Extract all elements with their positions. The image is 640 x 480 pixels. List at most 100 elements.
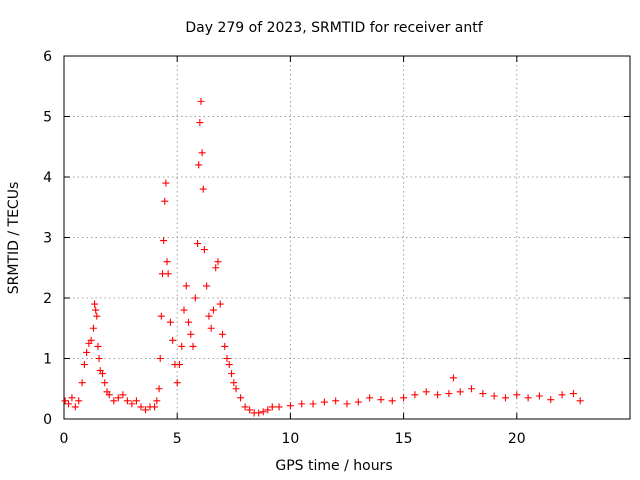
data-point (65, 400, 73, 408)
x-tick-label: 20 (508, 431, 526, 447)
data-point (95, 355, 103, 362)
data-point (286, 402, 294, 410)
chart-title: Day 279 of 2023, SRMTID for receiver ant… (185, 20, 483, 36)
data-point (187, 330, 195, 338)
data-point (320, 398, 328, 406)
data-point (228, 370, 236, 378)
data-point (449, 374, 457, 382)
data-point (197, 97, 205, 105)
data-point (259, 408, 267, 416)
data-point (173, 379, 181, 387)
data-point (388, 397, 396, 405)
data-point (156, 355, 164, 362)
data-point (230, 379, 238, 387)
data-point (207, 324, 215, 332)
data-point (123, 397, 131, 405)
data-point (151, 403, 159, 411)
data-point (434, 391, 442, 399)
data-point (343, 400, 351, 408)
data-point (377, 396, 385, 404)
data-point (182, 282, 190, 290)
grid (64, 56, 630, 419)
y-tick-labels: 0 1 2 3 4 5 6 (43, 49, 52, 428)
data-point (198, 149, 206, 157)
data-point (255, 409, 263, 417)
data-point (203, 282, 211, 290)
x-tick-label: 5 (173, 431, 182, 447)
data-point (132, 397, 140, 405)
data-point (92, 306, 100, 314)
data-point (576, 397, 584, 405)
data-point (194, 240, 202, 248)
data-point (155, 385, 163, 393)
x-tick-labels: 0 5 10 15 20 (60, 431, 526, 447)
data-point (189, 342, 197, 350)
data-point (445, 390, 453, 398)
data-point (200, 246, 208, 254)
x-tick-label: 0 (60, 431, 69, 447)
data-point (94, 342, 102, 350)
data-point (366, 394, 374, 402)
data-point (246, 406, 254, 414)
data-point (513, 391, 521, 399)
data-point (61, 397, 69, 405)
data-point (80, 361, 88, 369)
x-axis-label: GPS time / hours (275, 458, 392, 474)
data-point (166, 318, 174, 326)
y-tick-label: 0 (43, 412, 52, 428)
data-point (162, 179, 170, 187)
data-point (199, 185, 207, 193)
data-point (501, 394, 509, 402)
y-tick-label: 5 (43, 110, 52, 126)
data-point (175, 361, 183, 369)
data-point (185, 318, 193, 326)
data-point (216, 300, 224, 308)
data-point (160, 237, 168, 245)
data-point (195, 161, 203, 169)
x-tick-label: 15 (395, 431, 413, 447)
x-tick-label: 10 (281, 431, 299, 447)
data-point (212, 264, 220, 272)
data-point (157, 312, 165, 320)
data-point (268, 403, 276, 411)
data-point (169, 336, 177, 344)
data-point (128, 400, 136, 408)
axis-ticks (63, 55, 630, 420)
data-points (61, 97, 584, 417)
data-point (93, 312, 101, 320)
data-point (569, 390, 577, 398)
data-point (91, 300, 99, 308)
data-point (237, 394, 245, 402)
data-point (241, 403, 249, 411)
data-point (205, 312, 213, 320)
data-point (422, 388, 430, 396)
data-point (163, 258, 171, 266)
data-point (164, 270, 172, 278)
y-tick-label: 4 (43, 170, 52, 186)
data-point (218, 330, 226, 338)
data-point (75, 397, 83, 405)
data-point (89, 324, 97, 332)
data-point (78, 379, 86, 387)
data-point (456, 388, 464, 396)
data-point (137, 403, 145, 411)
data-point (535, 392, 543, 400)
y-tick-label: 3 (43, 231, 52, 247)
data-point (214, 258, 222, 266)
plot-frame (63, 55, 631, 420)
data-point (101, 379, 109, 387)
data-point (153, 397, 161, 405)
y-tick-label: 6 (43, 49, 52, 65)
data-point (275, 403, 283, 411)
data-point (298, 400, 306, 408)
data-point (547, 396, 555, 404)
data-point (490, 392, 498, 400)
data-point (161, 197, 169, 205)
data-point (110, 397, 118, 405)
data-point (83, 348, 91, 356)
data-point (411, 391, 419, 399)
y-axis-label: SRMTID / TECUs (6, 182, 22, 295)
data-point (105, 391, 113, 399)
y-tick-label: 2 (43, 291, 52, 307)
